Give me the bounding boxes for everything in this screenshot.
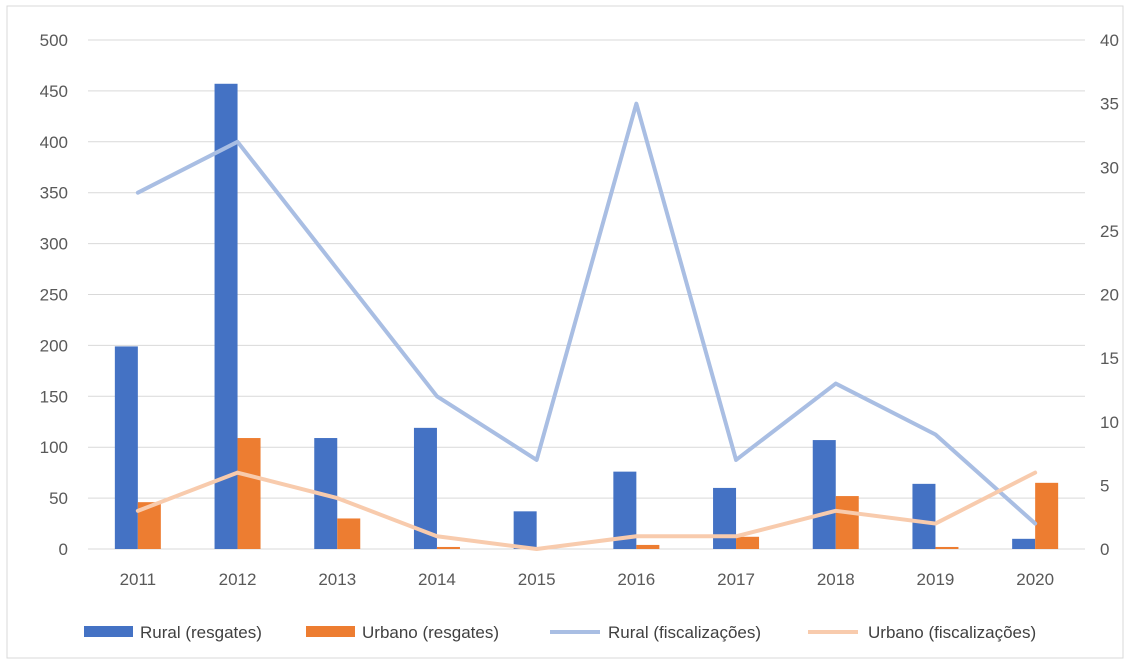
bar-urbano-resgates	[736, 536, 760, 549]
bar-urbano-resgates	[436, 546, 460, 549]
x-tick-label: 2011	[120, 570, 157, 589]
bar-urbano-resgates	[337, 518, 361, 549]
x-tick-label: 2016	[617, 570, 655, 589]
line-urbano-fiscalizacoes	[135, 470, 1038, 551]
bar-urbano-resgates	[636, 544, 660, 549]
x-tick-label: 2015	[518, 570, 556, 589]
legend: Rural (resgates) Urbano (resgates) Rural (…	[84, 623, 1036, 642]
y-left-tick-label: 250	[40, 286, 68, 305]
bar-rural-resgates	[413, 427, 437, 549]
y-left-tick-label: 500	[40, 31, 68, 50]
bar-urbano-resgates	[237, 438, 261, 549]
line-series	[135, 101, 1038, 551]
bar-urbano-resgates	[935, 546, 959, 549]
bar-series	[114, 83, 1059, 550]
legend-label: Urbano (fiscalizações)	[868, 623, 1036, 642]
line-rural-fiscalizacoes	[135, 101, 1038, 526]
x-tick-label: 2017	[717, 570, 755, 589]
bar-urbano-resgates	[137, 502, 161, 549]
x-tick-label: 2020	[1016, 570, 1054, 589]
y-right-tick-label: 30	[1100, 158, 1119, 177]
y-left-tick-label: 200	[40, 336, 68, 355]
y-right-tick-label: 20	[1100, 286, 1119, 305]
x-tick-label: 2013	[318, 570, 356, 589]
y-right-tick-label: 40	[1100, 31, 1119, 50]
y-left-tick-label: 0	[59, 540, 68, 559]
y-right-tick-label: 10	[1100, 413, 1119, 432]
y-left-tick-label: 450	[40, 82, 68, 101]
legend-label: Rural (fiscalizações)	[608, 623, 761, 642]
legend-swatch	[84, 626, 133, 637]
y-right-tick-label: 35	[1100, 95, 1119, 114]
y-left-tick-label: 350	[40, 184, 68, 203]
y-right-tick-label: 5	[1100, 476, 1109, 495]
x-tick-label: 2012	[219, 570, 257, 589]
y-right-tick-label: 15	[1100, 349, 1119, 368]
y-axis-left: 0 50 100 150 200 250 300 350 400 450 500	[40, 31, 68, 559]
legend-label: Urbano (resgates)	[362, 623, 499, 642]
bar-rural-resgates	[713, 487, 737, 549]
y-left-tick-label: 100	[40, 438, 68, 457]
bar-rural-resgates	[114, 346, 138, 549]
bar-rural-resgates	[513, 511, 537, 549]
bar-rural-resgates	[1012, 538, 1036, 549]
x-tick-label: 2018	[817, 570, 855, 589]
y-right-tick-label: 0	[1100, 540, 1109, 559]
y-right-tick-label: 25	[1100, 222, 1119, 241]
y-axis-right: 0 5 10 15 20 25 30 35 40	[1100, 31, 1119, 559]
bar-rural-resgates	[812, 440, 836, 549]
y-left-tick-label: 400	[40, 133, 68, 152]
chart-border	[6, 5, 1124, 659]
bar-urbano-resgates	[835, 496, 859, 549]
bar-rural-resgates	[613, 471, 637, 549]
legend-swatch	[306, 626, 355, 637]
x-tick-label: 2014	[418, 570, 456, 589]
x-axis: 2011 2012 2013 2014 2015 2016 2017 2018 2019 2020	[120, 570, 1054, 589]
bar-rural-resgates	[214, 83, 238, 550]
y-left-tick-label: 300	[40, 235, 68, 254]
y-left-tick-label: 50	[49, 489, 68, 508]
bar-rural-resgates	[912, 483, 936, 549]
bar-urbano-resgates	[1035, 482, 1059, 549]
legend-label: Rural (resgates)	[140, 623, 262, 642]
x-tick-label: 2019	[917, 570, 955, 589]
y-left-tick-label: 150	[40, 387, 68, 406]
